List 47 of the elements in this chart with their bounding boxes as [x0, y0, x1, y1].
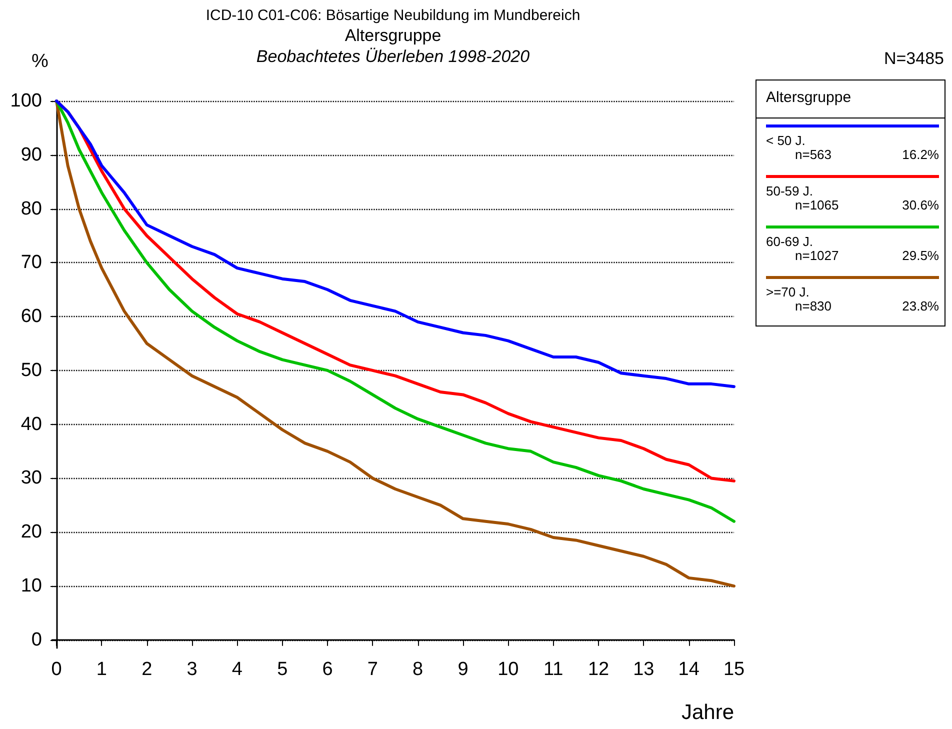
x-tick-label: 1 — [96, 659, 107, 680]
text: n=830 — [795, 298, 832, 314]
y-tick-label: 10 — [20, 576, 42, 597]
text: 29.5% — [902, 248, 940, 263]
y-tick-label: 40 — [20, 414, 42, 435]
chart-subtitle: Altersgruppe — [344, 26, 442, 45]
text: 60-69 J. — [766, 234, 813, 249]
y-tick-label: 30 — [20, 468, 42, 489]
y-tick-label: 70 — [20, 252, 42, 274]
text: n=1027 — [795, 248, 839, 263]
x-tick-label: 12 — [588, 659, 610, 680]
y-tick-label: 60 — [20, 306, 42, 328]
text: 50-59 J. — [766, 184, 813, 198]
text: n=1065 — [795, 198, 839, 212]
text: 30.6% — [902, 198, 940, 212]
y-tick-label: 20 — [20, 522, 42, 543]
x-tick-label: 5 — [277, 659, 288, 680]
x-tick-label: 0 — [51, 659, 62, 680]
text: Beobachtetes Überleben 1998-2020 — [256, 47, 530, 66]
text: >=70 J. — [766, 284, 810, 300]
x-tick-label: 6 — [322, 659, 333, 680]
x-tick-label: 4 — [232, 659, 243, 680]
text: < 50 J. — [766, 133, 806, 148]
legend-title: Altersgruppe — [766, 89, 852, 106]
x-tick-label: 15 — [723, 659, 745, 680]
x-tick-label: 14 — [678, 659, 700, 680]
y-tick-label: 100 — [10, 90, 42, 112]
y-tick-label: 50 — [20, 360, 42, 381]
text: n=563 — [795, 147, 832, 162]
y-tick-label: 80 — [20, 198, 42, 220]
x-tick-label: 11 — [543, 659, 564, 680]
text: N=3485 — [884, 49, 944, 68]
x-axis-title: Jahre — [681, 701, 734, 724]
x-tick-label: 10 — [498, 659, 519, 680]
x-tick-label: 2 — [142, 659, 152, 680]
x-tick-label: 7 — [367, 659, 378, 680]
text: 23.8% — [902, 298, 940, 314]
y-tick-label: 90 — [20, 144, 42, 166]
y-axis-title: % — [32, 51, 49, 72]
line-series — [55, 100, 736, 388]
chart-title: ICD-10 C01-C06: Bösartige Neubildung im Mundbereich — [206, 7, 580, 24]
x-tick-label: 13 — [633, 659, 654, 680]
text: 16.2% — [902, 147, 940, 162]
y-tick-label: 0 — [31, 629, 42, 650]
x-tick-label: 8 — [412, 659, 424, 680]
x-tick-label: 9 — [458, 659, 468, 680]
x-tick-label: 3 — [186, 659, 198, 680]
